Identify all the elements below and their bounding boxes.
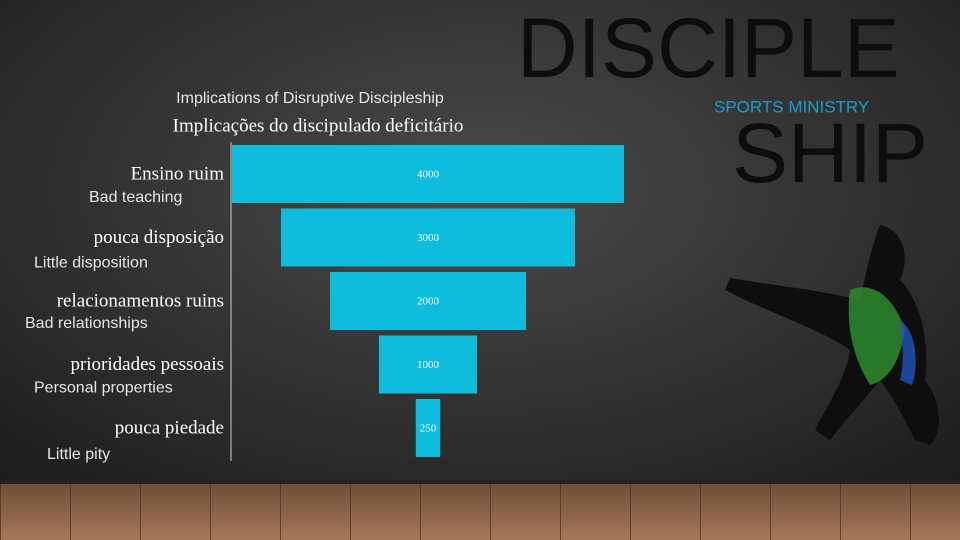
value-label: 1000 — [417, 359, 440, 371]
funnel-bar — [232, 145, 624, 203]
funnel-bar — [379, 335, 477, 394]
value-label: 4000 — [417, 169, 440, 181]
floor-edge — [0, 480, 960, 484]
dancer — [725, 225, 940, 445]
category-translation: Bad teaching — [89, 189, 182, 206]
category-label: pouca disposição — [94, 227, 224, 248]
category-label: prioridades pessoais — [70, 354, 224, 375]
category-label: Ensino ruim — [131, 163, 225, 184]
funnel-bar — [330, 272, 526, 330]
category-translation: Bad relationships — [25, 315, 148, 332]
chart-title: Implicações do discipulado deficitário — [173, 115, 464, 136]
funnel-bar — [281, 208, 575, 267]
category-label: pouca piedade — [115, 417, 224, 438]
category-label: relacionamentos ruins — [57, 290, 224, 311]
category-translation: Personal properties — [34, 380, 173, 397]
chart-subtitle: Implications of Disruptive Discipleship — [176, 90, 444, 107]
funnel-bar — [415, 399, 441, 457]
category-translation: Little pity — [47, 446, 110, 463]
heading-top: DISCIPLE — [517, 1, 900, 95]
value-label: 3000 — [417, 232, 440, 244]
value-label: 250 — [420, 423, 437, 435]
value-label: 2000 — [417, 296, 440, 308]
category-translation: Little disposition — [34, 255, 148, 272]
tagline: SPORTS MINISTRY — [714, 97, 869, 116]
floor — [0, 483, 960, 540]
heading-bottom: SHIP — [732, 106, 928, 200]
